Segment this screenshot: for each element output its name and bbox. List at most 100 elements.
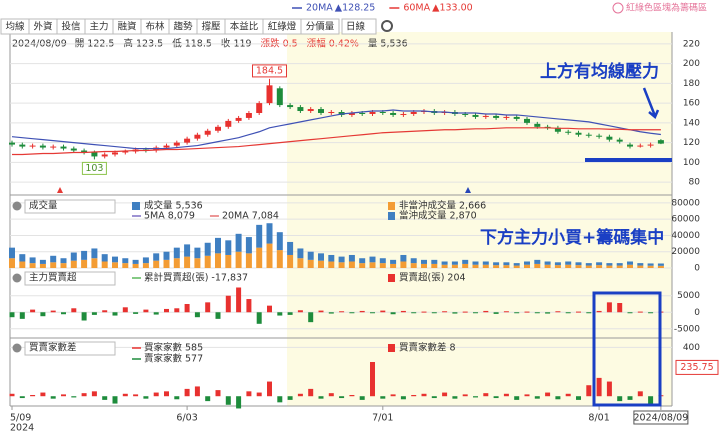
candle-body [585,134,592,136]
bar [534,396,540,399]
candle-body [122,151,129,153]
volume-bar [9,247,15,259]
volume-bar [606,265,613,268]
indicator-name[interactable]: 買賣家數差 [29,342,77,354]
close-icon[interactable] [12,201,22,211]
candle-body [328,112,335,113]
tab-label[interactable]: 分價量 [306,21,335,33]
volume-bar [184,256,191,268]
bar [153,392,159,397]
candle-body [606,136,613,140]
tab[interactable] [300,18,340,35]
volume-bar [390,263,397,268]
y-tick-label: 60000 [671,215,700,225]
bar [617,396,623,402]
bar [545,392,551,397]
volume-bar [369,262,376,268]
volume-bar [627,261,633,265]
volume-bar [173,258,180,268]
bar [442,392,448,397]
bar [153,312,159,315]
volume-bar [225,254,232,268]
candle-body [91,152,98,157]
tab-label[interactable]: 主力 [89,21,108,33]
bar [287,396,293,400]
bar [576,311,581,313]
candle-body [235,117,242,121]
volume-bar [616,263,623,266]
volume-bar [482,261,489,265]
candle-body [575,132,582,135]
tab-label[interactable]: 均線 [5,21,25,33]
indicator-select[interactable] [24,271,116,286]
volume-bar [307,251,314,260]
candle-body [194,134,201,139]
bar [565,312,571,314]
bar [267,305,272,313]
tab-label[interactable]: 撐壓 [201,21,221,33]
bar [648,396,654,404]
indicator-select[interactable] [24,341,116,356]
volume-bar [245,253,252,268]
close-icon[interactable] [12,343,22,353]
volume-bar [637,263,644,266]
bar [380,396,386,399]
volume-bar [60,258,67,264]
crosshair-label: 235.75 [680,362,713,373]
tab-label[interactable]: 布林 [145,21,165,33]
legend-name: 5MA [144,211,165,222]
indicator-name[interactable]: 主力買賣超 [29,272,77,284]
bar [606,381,612,397]
interval-label[interactable]: 日線 [346,21,366,33]
bar [503,393,509,397]
interval-select[interactable] [341,18,377,35]
settings-gear[interactable] [381,20,393,32]
volume-bar [338,262,345,268]
volume-bar [81,250,88,260]
bar [349,312,355,314]
volume-bar [204,242,211,256]
legend-value: 585 [185,343,203,354]
tab-label[interactable]: 紅綠燈 [268,21,297,33]
indicator-name[interactable]: 成交量 [29,200,58,212]
volume-bar [50,262,57,268]
volume-bar [163,259,170,268]
bar [225,295,231,313]
volume-bar [287,254,294,268]
tab-label[interactable]: 外資 [33,21,52,33]
bar [143,396,149,399]
tab-label[interactable]: 融資 [117,21,136,33]
bar [483,393,489,397]
bar [473,312,478,314]
bar [431,396,437,399]
volume-bar [153,253,160,261]
bar [596,310,602,313]
bar [236,396,242,409]
volume-bar [379,258,386,264]
volume-bar [400,261,407,268]
bar [421,311,427,313]
tab-label[interactable]: 趨勢 [173,21,193,33]
tab-label[interactable]: 本益比 [230,21,259,33]
candle-body [565,131,572,133]
candle-body [163,145,170,148]
volume-bar [215,237,221,254]
candle-body [225,120,232,127]
candle-body [19,144,26,147]
volume-bar [431,259,438,264]
bar [370,312,375,314]
legend-name: 20MA [306,3,333,14]
indicator-select[interactable] [24,199,116,214]
volume-bar [318,253,324,261]
bar [225,396,231,405]
bar [400,310,406,313]
bar [50,310,56,313]
volume-bar [70,252,77,261]
bar [71,308,77,313]
volume-bar [534,263,541,268]
tab-label[interactable]: 投信 [61,21,80,33]
x-tick-label: 8/01 [588,413,609,424]
bar [112,396,118,404]
volume-bar [441,261,448,265]
close-icon[interactable] [12,273,22,283]
